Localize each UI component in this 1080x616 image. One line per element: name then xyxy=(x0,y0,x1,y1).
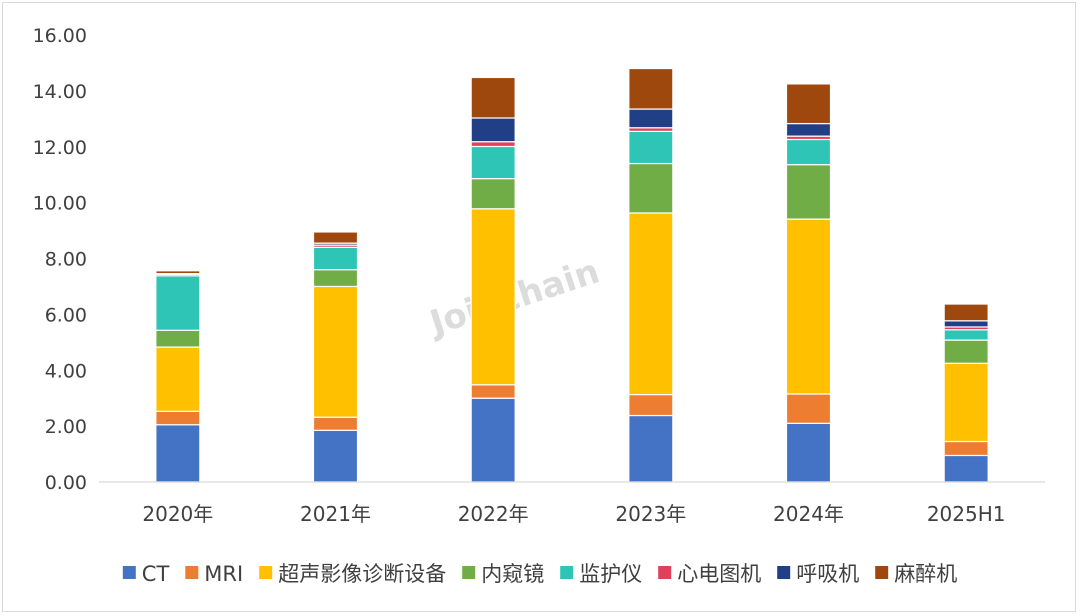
bar-segment xyxy=(155,275,201,331)
stacked-bar-chart: Joinchain 0.002.004.006.008.0010.0012.00… xyxy=(33,25,1045,586)
legend-label: 监护仪 xyxy=(579,562,642,586)
legend-label: CT xyxy=(142,562,170,586)
legend-label: 心电图机 xyxy=(677,562,761,586)
bar-segment xyxy=(155,329,201,348)
legend-swatch xyxy=(259,566,273,579)
y-axis: 0.00 2.00 4.00 6.00 8.00 10.00 12.00 14.00 16.00 xyxy=(33,25,87,494)
bar-segment xyxy=(785,422,832,483)
bar-segment xyxy=(628,162,674,214)
legend: CT MRI 超声影像诊断设备 内窥镜 监护仪 心电图机 呼吸机 麻醉机 xyxy=(122,562,957,586)
bars xyxy=(155,67,989,483)
bar-segment xyxy=(785,122,832,137)
bar-segment xyxy=(312,429,359,483)
x-tick-label: 2023年 xyxy=(615,502,686,526)
x-tick-label: 2025H1 xyxy=(927,502,1006,526)
legend-swatch xyxy=(777,566,791,579)
bar-segment xyxy=(155,410,201,426)
bar-segment xyxy=(470,76,516,119)
bar-stack xyxy=(628,67,674,483)
y-tick-label: 14.00 xyxy=(33,81,87,103)
legend-swatch xyxy=(462,566,476,579)
bar-segment xyxy=(628,414,674,483)
bar-segment xyxy=(785,164,832,220)
x-tick-label: 2022年 xyxy=(458,502,529,526)
bar-segment xyxy=(470,397,516,483)
bar-segment xyxy=(312,246,359,271)
y-tick-label: 4.00 xyxy=(45,360,87,382)
bar-segment xyxy=(943,339,989,364)
bar-segment xyxy=(785,83,832,125)
bar-segment xyxy=(312,285,359,418)
legend-swatch xyxy=(560,566,574,579)
bar-stack xyxy=(943,303,989,483)
y-tick-label: 2.00 xyxy=(45,416,87,438)
bar-stack xyxy=(155,270,201,483)
legend-swatch xyxy=(185,566,199,579)
bar-segment xyxy=(628,212,674,396)
legend-label: 内窥镜 xyxy=(481,562,544,586)
bar-stack xyxy=(470,76,516,483)
legend-swatch xyxy=(875,566,889,579)
bar-segment xyxy=(943,320,989,328)
bar-segment xyxy=(155,424,201,483)
y-tick-label: 10.00 xyxy=(33,193,87,215)
bar-segment xyxy=(470,117,516,143)
bar-segment xyxy=(943,440,989,457)
y-tick-label: 0.00 xyxy=(45,472,87,494)
bar-segment xyxy=(943,362,989,443)
y-tick-label: 6.00 xyxy=(45,304,87,326)
bar-segment xyxy=(470,141,516,148)
x-tick-label: 2021年 xyxy=(300,502,371,526)
bar-segment xyxy=(155,270,201,275)
legend-label: MRI xyxy=(204,562,243,586)
y-tick-label: 12.00 xyxy=(33,137,87,159)
legend-swatch xyxy=(122,566,136,579)
bar-segment xyxy=(785,218,832,395)
bar-stack xyxy=(785,83,832,483)
x-axis: 2020年 2021年 2022年 2023年 2024年 2025H1 xyxy=(142,502,1005,526)
legend-swatch xyxy=(658,566,672,579)
bar-segment xyxy=(312,416,359,431)
bar-segment xyxy=(470,145,516,180)
y-tick-label: 16.00 xyxy=(33,25,87,47)
x-tick-label: 2024年 xyxy=(773,502,844,526)
x-tick-label: 2020年 xyxy=(142,502,213,526)
bar-segment xyxy=(785,138,832,166)
bar-segment xyxy=(943,329,989,341)
bar-segment xyxy=(785,393,832,424)
bar-segment xyxy=(628,67,674,110)
legend-label: 麻醉机 xyxy=(894,562,957,586)
bar-segment xyxy=(470,177,516,210)
bar-segment xyxy=(628,393,674,417)
bar-segment xyxy=(943,303,989,322)
bar-segment xyxy=(943,454,989,483)
bar-segment xyxy=(155,346,201,412)
bar-stack xyxy=(312,231,359,483)
y-tick-label: 8.00 xyxy=(45,249,87,271)
bar-segment xyxy=(628,108,674,129)
bar-segment xyxy=(312,231,359,244)
legend-label: 超声影像诊断设备 xyxy=(278,562,446,586)
bar-segment xyxy=(312,269,359,288)
bar-segment xyxy=(470,384,516,399)
bar-segment xyxy=(628,130,674,165)
legend-label: 呼吸机 xyxy=(796,562,859,586)
bar-segment xyxy=(470,208,516,386)
